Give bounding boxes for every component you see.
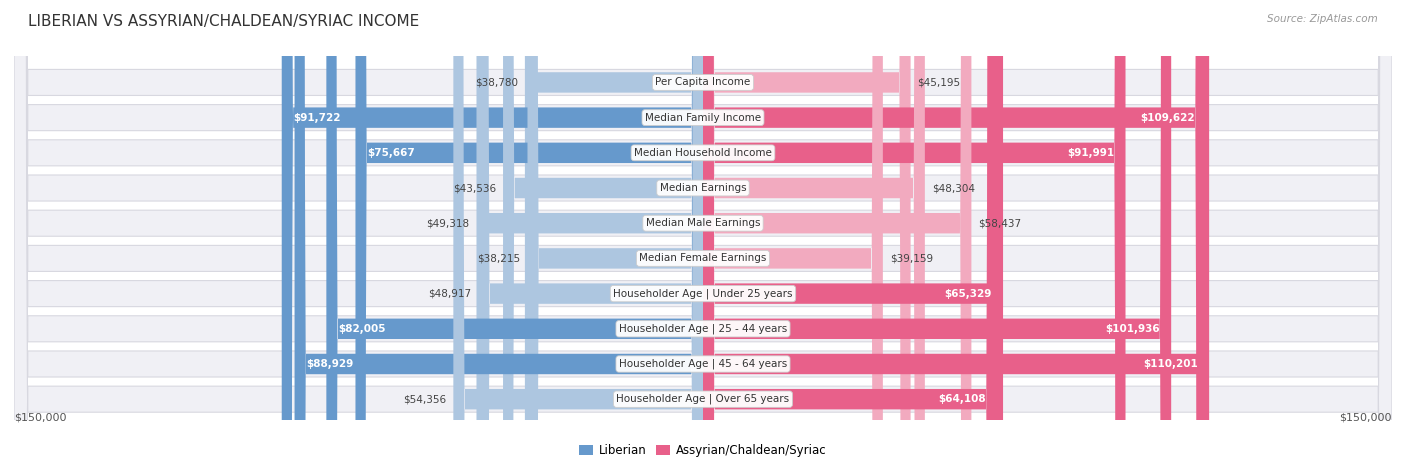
- Text: $75,667: $75,667: [367, 148, 415, 158]
- FancyBboxPatch shape: [356, 0, 703, 467]
- FancyBboxPatch shape: [703, 0, 997, 467]
- Text: Median Family Income: Median Family Income: [645, 113, 761, 123]
- Text: $38,215: $38,215: [478, 254, 520, 263]
- Text: $48,917: $48,917: [429, 289, 471, 298]
- FancyBboxPatch shape: [14, 0, 1392, 467]
- FancyBboxPatch shape: [503, 0, 703, 467]
- Text: LIBERIAN VS ASSYRIAN/CHALDEAN/SYRIAC INCOME: LIBERIAN VS ASSYRIAN/CHALDEAN/SYRIAC INC…: [28, 14, 419, 29]
- FancyBboxPatch shape: [477, 0, 703, 467]
- Text: Per Capita Income: Per Capita Income: [655, 78, 751, 87]
- FancyBboxPatch shape: [14, 0, 1392, 467]
- Text: $101,936: $101,936: [1105, 324, 1160, 334]
- FancyBboxPatch shape: [703, 0, 1002, 467]
- Text: Median Female Earnings: Median Female Earnings: [640, 254, 766, 263]
- FancyBboxPatch shape: [703, 0, 1206, 467]
- FancyBboxPatch shape: [703, 0, 1171, 467]
- FancyBboxPatch shape: [281, 0, 703, 467]
- Text: $43,536: $43,536: [453, 183, 496, 193]
- Text: $38,780: $38,780: [475, 78, 517, 87]
- Text: $150,000: $150,000: [14, 413, 66, 423]
- Text: $110,201: $110,201: [1143, 359, 1198, 369]
- Text: Median Male Earnings: Median Male Earnings: [645, 218, 761, 228]
- FancyBboxPatch shape: [478, 0, 703, 467]
- Text: $88,929: $88,929: [307, 359, 353, 369]
- FancyBboxPatch shape: [14, 0, 1392, 467]
- FancyBboxPatch shape: [14, 0, 1392, 467]
- Text: $150,000: $150,000: [1340, 413, 1392, 423]
- Text: $109,622: $109,622: [1140, 113, 1195, 123]
- Text: Source: ZipAtlas.com: Source: ZipAtlas.com: [1267, 14, 1378, 24]
- FancyBboxPatch shape: [14, 0, 1392, 467]
- FancyBboxPatch shape: [14, 0, 1392, 467]
- FancyBboxPatch shape: [14, 0, 1392, 467]
- FancyBboxPatch shape: [14, 0, 1392, 467]
- FancyBboxPatch shape: [527, 0, 703, 467]
- FancyBboxPatch shape: [524, 0, 703, 467]
- Text: Householder Age | Over 65 years: Householder Age | Over 65 years: [616, 394, 790, 404]
- FancyBboxPatch shape: [14, 0, 1392, 467]
- Text: Householder Age | 25 - 44 years: Householder Age | 25 - 44 years: [619, 324, 787, 334]
- Text: $54,356: $54,356: [404, 394, 447, 404]
- FancyBboxPatch shape: [703, 0, 925, 467]
- Text: $82,005: $82,005: [337, 324, 385, 334]
- Text: Householder Age | Under 25 years: Householder Age | Under 25 years: [613, 288, 793, 299]
- Text: $91,991: $91,991: [1067, 148, 1114, 158]
- Text: Householder Age | 45 - 64 years: Householder Age | 45 - 64 years: [619, 359, 787, 369]
- Text: $64,108: $64,108: [938, 394, 986, 404]
- Text: $65,329: $65,329: [945, 289, 991, 298]
- Text: Median Household Income: Median Household Income: [634, 148, 772, 158]
- FancyBboxPatch shape: [326, 0, 703, 467]
- FancyBboxPatch shape: [703, 0, 883, 467]
- FancyBboxPatch shape: [14, 0, 1392, 467]
- Text: $91,722: $91,722: [294, 113, 340, 123]
- FancyBboxPatch shape: [453, 0, 703, 467]
- Text: $45,195: $45,195: [918, 78, 960, 87]
- FancyBboxPatch shape: [294, 0, 703, 467]
- Text: $58,437: $58,437: [979, 218, 1021, 228]
- FancyBboxPatch shape: [703, 0, 972, 467]
- Legend: Liberian, Assyrian/Chaldean/Syriac: Liberian, Assyrian/Chaldean/Syriac: [574, 439, 832, 462]
- FancyBboxPatch shape: [703, 0, 911, 467]
- Text: Median Earnings: Median Earnings: [659, 183, 747, 193]
- Text: $48,304: $48,304: [932, 183, 974, 193]
- Text: $39,159: $39,159: [890, 254, 932, 263]
- Text: $49,318: $49,318: [426, 218, 470, 228]
- FancyBboxPatch shape: [703, 0, 1126, 467]
- FancyBboxPatch shape: [703, 0, 1209, 467]
